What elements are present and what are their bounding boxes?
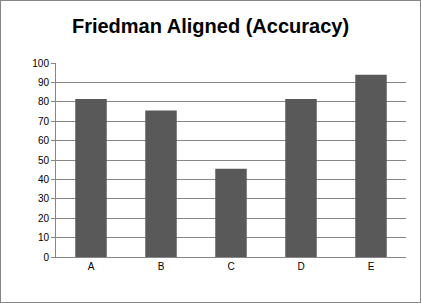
svg-text:50: 50: [38, 155, 50, 166]
svg-text:20: 20: [38, 213, 50, 224]
svg-text:B: B: [158, 261, 165, 272]
svg-text:70: 70: [38, 116, 50, 127]
svg-text:80: 80: [38, 96, 50, 107]
svg-text:40: 40: [38, 174, 50, 185]
svg-text:100: 100: [32, 58, 49, 69]
svg-text:60: 60: [38, 135, 50, 146]
svg-text:90: 90: [38, 77, 50, 88]
svg-text:E: E: [368, 261, 375, 272]
svg-text:10: 10: [38, 232, 50, 243]
svg-text:30: 30: [38, 193, 50, 204]
svg-text:D: D: [297, 261, 304, 272]
svg-text:Friedman Aligned (Accuracy): Friedman Aligned (Accuracy): [72, 15, 349, 37]
svg-text:C: C: [227, 261, 234, 272]
svg-text:A: A: [88, 261, 95, 272]
svg-text:0: 0: [43, 252, 49, 263]
